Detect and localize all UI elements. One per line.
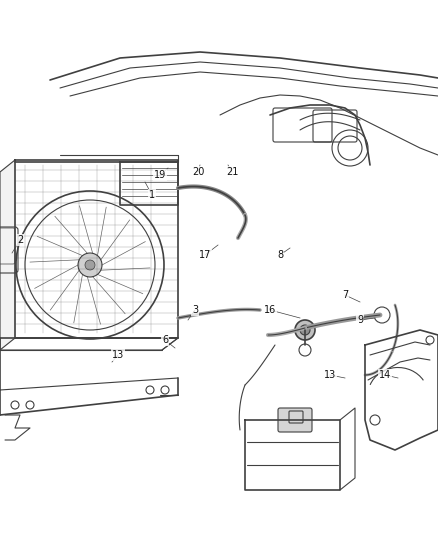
Text: 21: 21	[226, 167, 238, 177]
Text: 14: 14	[379, 370, 391, 380]
Circle shape	[300, 325, 310, 335]
Text: 9: 9	[357, 315, 363, 325]
Circle shape	[295, 320, 315, 340]
Text: 13: 13	[324, 370, 336, 380]
FancyBboxPatch shape	[278, 408, 312, 432]
Text: 6: 6	[162, 335, 168, 345]
Text: 2: 2	[17, 235, 23, 245]
Text: 3: 3	[192, 305, 198, 315]
Text: 16: 16	[264, 305, 276, 315]
Text: 7: 7	[342, 290, 348, 300]
Text: 17: 17	[199, 250, 211, 260]
Polygon shape	[0, 160, 15, 350]
Circle shape	[78, 253, 102, 277]
Circle shape	[85, 260, 95, 270]
Text: 13: 13	[112, 350, 124, 360]
Text: 8: 8	[277, 250, 283, 260]
Text: 1: 1	[149, 190, 155, 200]
Text: 20: 20	[192, 167, 204, 177]
Text: 19: 19	[154, 170, 166, 180]
